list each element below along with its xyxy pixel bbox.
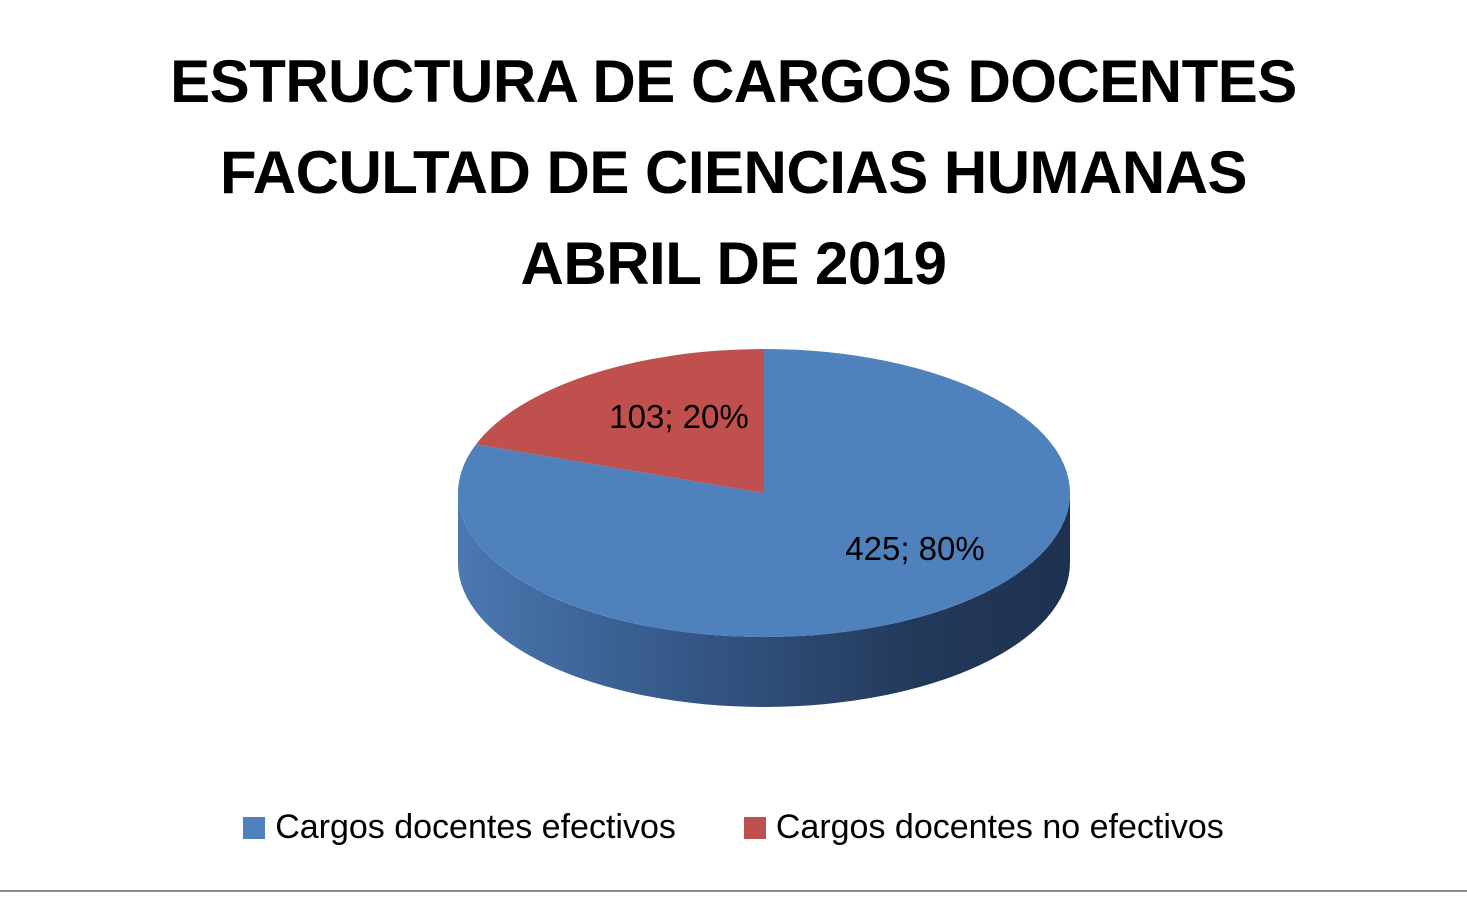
data-label-efectivos: 425; 80% xyxy=(845,530,984,567)
chart-title: ESTRUCTURA DE CARGOS DOCENTES FACULTAD D… xyxy=(0,36,1467,309)
pie-side-wall xyxy=(458,493,1070,707)
data-label-no-efectivos: 103; 20% xyxy=(609,398,748,435)
title-line-1: ESTRUCTURA DE CARGOS DOCENTES xyxy=(170,48,1297,115)
legend-item-no-efectivos: Cargos docentes no efectivos xyxy=(743,808,1224,847)
title-line-2: FACULTAD DE CIENCIAS HUMANAS xyxy=(219,139,1248,206)
legend-swatch-no-efectivos xyxy=(743,816,766,839)
legend-item-efectivos: Cargos docentes efectivos xyxy=(243,808,676,847)
bottom-divider xyxy=(0,890,1467,892)
legend: Cargos docentes efectivos Cargos docente… xyxy=(0,808,1467,847)
slice-efectivos xyxy=(458,349,1071,638)
legend-label-efectivos: Cargos docentes efectivos xyxy=(275,808,676,846)
slice-no-efectivos xyxy=(476,349,764,493)
title-line-3: ABRIL DE 2019 xyxy=(520,230,947,297)
legend-label-no-efectivos: Cargos docentes no efectivos xyxy=(775,808,1224,846)
legend-swatch-efectivos xyxy=(243,816,266,839)
